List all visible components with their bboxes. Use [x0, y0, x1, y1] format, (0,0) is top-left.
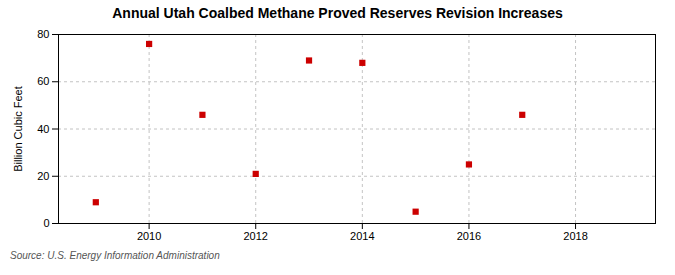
svg-text:40: 40	[37, 123, 49, 135]
svg-text:2014: 2014	[350, 230, 374, 242]
html-text:Annual Utah Coalbed Methane Pr: Annual Utah Coalbed Methane Proved Reser…	[112, 5, 563, 21]
svg-text:2016: 2016	[457, 230, 481, 242]
svg-text:60: 60	[37, 75, 49, 87]
svg-text:20: 20	[37, 170, 49, 182]
svg-text:0: 0	[43, 217, 49, 229]
svg-text:2010: 2010	[137, 230, 161, 242]
svg-text:2018: 2018	[563, 230, 587, 242]
svg-text:Billion Cubic Feet: Billion Cubic Feet	[12, 86, 24, 172]
svg-text:80: 80	[37, 28, 49, 40]
svg-text:2012: 2012	[243, 230, 267, 242]
html-text:Source: U.S. Energy Informatio: Source: U.S. Energy Information Administ…	[10, 250, 220, 261]
